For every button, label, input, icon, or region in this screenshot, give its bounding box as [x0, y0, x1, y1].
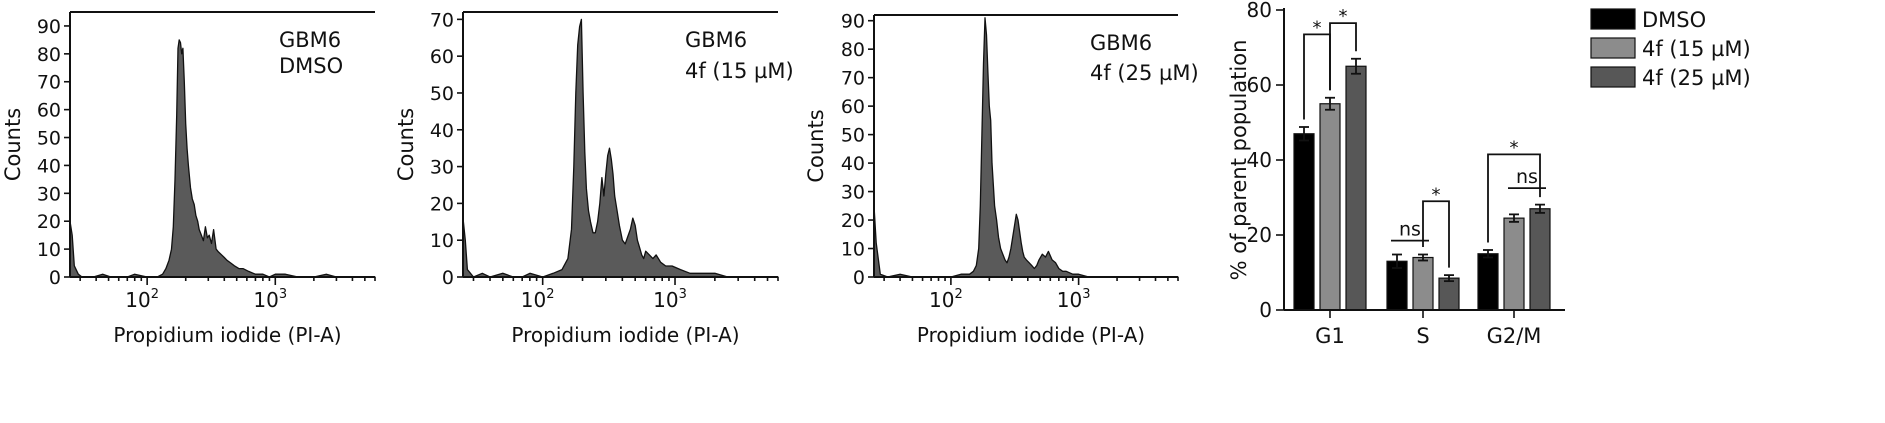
- panel-annotation: DMSO: [279, 54, 343, 78]
- y-tick-label: 90: [841, 11, 865, 33]
- bar-chart-panel: 0 20 40 60 80 G1 S G2/M % of parent population * *…: [1227, 0, 1565, 348]
- category-label: G1: [1315, 324, 1345, 348]
- legend: DMSO 4f (15 µM) 4f (25 µM): [1590, 8, 1751, 90]
- y-axis-label: Counts: [804, 109, 828, 182]
- y-tick-label: 40: [841, 153, 865, 175]
- legend-label: DMSO: [1642, 8, 1706, 32]
- panel-annotation: GBM6: [279, 28, 341, 52]
- bar: [1477, 253, 1499, 311]
- histogram-panel-2: 0 10 20 30 40 50 60 70 102 103 Propidium iodide (P…: [394, 9, 794, 347]
- category-label: S: [1416, 324, 1429, 348]
- significance-label: ns: [1399, 219, 1421, 241]
- x-tick-label: 103: [253, 287, 287, 312]
- x-tick-label: 102: [929, 287, 963, 312]
- significance-bracket: ns: [1508, 166, 1546, 190]
- y-tick-label: 10: [430, 230, 454, 252]
- bar: [1412, 256, 1434, 311]
- y-tick-label: 10: [37, 239, 61, 261]
- histogram-panel-3: 0 10 20 30 40 50 60 70 80 90 102 103 Propidium iodid…: [804, 11, 1199, 347]
- bar: [1293, 133, 1315, 311]
- bar-y-tick-label: 40: [1247, 148, 1272, 172]
- y-axis-label: Counts: [1, 108, 25, 181]
- y-tick-label: 0: [853, 267, 865, 289]
- category-label: G2/M: [1487, 324, 1542, 348]
- histogram-panel-1: 0 10 20 30 40 50 60 70 80 90 102 103 Propidium iodid…: [1, 11, 376, 347]
- x-axis-label: Propidium iodide (PI-A): [917, 323, 1145, 347]
- bar-y-tick-label: 60: [1247, 73, 1272, 97]
- histogram-series: [873, 17, 1179, 278]
- y-tick-label: 80: [841, 39, 865, 61]
- significance-label: ns: [1516, 166, 1538, 188]
- bar-y-tick-label: 20: [1247, 223, 1272, 247]
- y-tick-label: 90: [37, 16, 61, 38]
- significance-label: *: [1510, 137, 1519, 158]
- y-tick-label: 60: [430, 46, 454, 68]
- legend-swatch: [1590, 37, 1636, 59]
- legend-label: 4f (15 µM): [1642, 37, 1751, 61]
- y-tick-label: 50: [37, 128, 61, 150]
- panel-annotation: GBM6: [1090, 31, 1152, 55]
- x-tick-label: 102: [125, 287, 159, 312]
- x-tick-label: 102: [521, 287, 555, 312]
- bar: [1503, 217, 1525, 311]
- y-tick-label: 30: [841, 182, 865, 204]
- y-tick-label: 70: [430, 9, 454, 31]
- bar: [1529, 208, 1551, 311]
- y-tick-label: 60: [37, 100, 61, 122]
- x-axis-label: Propidium iodide (PI-A): [511, 323, 739, 347]
- bar: [1438, 277, 1460, 311]
- significance-bracket: *: [1329, 6, 1357, 91]
- x-tick-label: 103: [653, 287, 687, 312]
- y-tick-label: 50: [430, 83, 454, 105]
- panel-annotation: 4f (25 µM): [1090, 61, 1199, 85]
- y-tick-label: 70: [37, 72, 61, 94]
- legend-label: 4f (25 µM): [1642, 66, 1751, 90]
- y-tick-label: 0: [49, 267, 61, 289]
- bar-y-axis-label: % of parent population: [1227, 40, 1251, 281]
- bar: [1319, 103, 1341, 311]
- significance-bracket: *: [1487, 137, 1541, 243]
- y-axis-label: Counts: [394, 108, 418, 181]
- legend-swatch: [1590, 66, 1636, 88]
- y-tick-label: 50: [841, 125, 865, 147]
- y-tick-label: 30: [37, 183, 61, 205]
- y-tick-label: 10: [841, 239, 865, 261]
- bar-y-tick-label: 80: [1247, 0, 1272, 22]
- x-axis-label: Propidium iodide (PI-A): [113, 323, 341, 347]
- y-tick-label: 20: [37, 211, 61, 233]
- y-tick-label: 30: [430, 157, 454, 179]
- panel-annotation: GBM6: [685, 28, 747, 52]
- y-tick-label: 80: [37, 44, 61, 66]
- y-tick-label: 40: [37, 155, 61, 177]
- y-tick-label: 0: [442, 267, 454, 289]
- y-tick-label: 40: [430, 120, 454, 142]
- y-tick-label: 20: [430, 193, 454, 215]
- significance-bracket: *: [1422, 184, 1450, 268]
- y-tick-label: 60: [841, 96, 865, 118]
- significance-label: *: [1313, 17, 1322, 38]
- significance-label: *: [1339, 6, 1348, 27]
- bar: [1345, 65, 1367, 311]
- x-tick-label: 103: [1057, 287, 1091, 312]
- y-tick-label: 20: [841, 210, 865, 232]
- legend-swatch: [1590, 8, 1636, 30]
- panel-annotation: 4f (15 µM): [685, 59, 794, 83]
- y-tick-label: 70: [841, 68, 865, 90]
- bar-y-tick-label: 0: [1259, 298, 1272, 322]
- significance-label: *: [1432, 184, 1441, 205]
